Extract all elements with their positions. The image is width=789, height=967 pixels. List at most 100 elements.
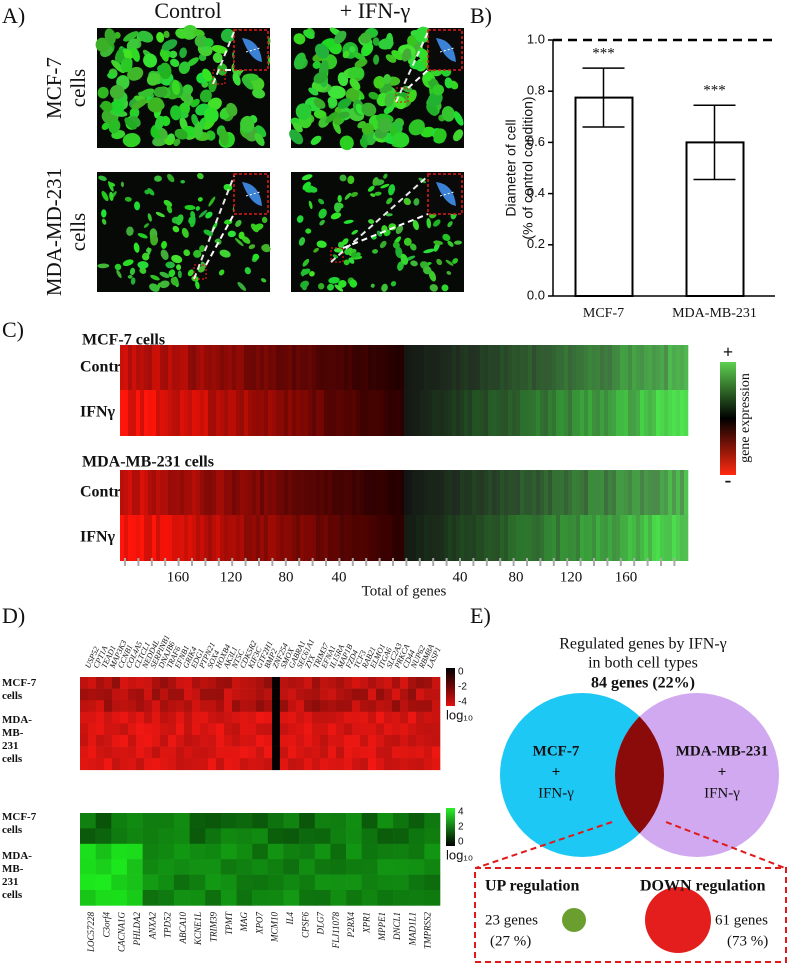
cell bbox=[126, 38, 139, 51]
heatmap-stripe bbox=[556, 470, 561, 516]
heatmap-stripe bbox=[320, 390, 325, 436]
heatmap-stripe bbox=[560, 390, 565, 436]
cell bbox=[445, 259, 454, 266]
cell bbox=[225, 102, 238, 117]
heatmap-stripe bbox=[160, 345, 165, 391]
heatmap-stripe bbox=[488, 470, 493, 516]
heatmap-stripe bbox=[356, 470, 361, 516]
heatmap-stripe bbox=[196, 515, 201, 561]
heatmap-cell bbox=[368, 735, 377, 747]
cell bbox=[159, 280, 170, 289]
heatmap-stripe bbox=[424, 390, 429, 436]
heatmap-stripe bbox=[124, 470, 129, 516]
heatmap-stripe bbox=[460, 515, 465, 561]
heatmap-cell bbox=[184, 677, 193, 689]
heatmap-cell bbox=[416, 723, 425, 736]
heatmap-cell bbox=[296, 723, 305, 736]
heatmap-cell bbox=[328, 735, 337, 747]
cell bbox=[101, 190, 109, 202]
heatmap-stripe bbox=[360, 470, 365, 516]
heatmap-cell bbox=[392, 677, 401, 689]
heatmap-stripe bbox=[308, 515, 313, 561]
cell bbox=[129, 267, 136, 276]
heatmap-stripe bbox=[480, 515, 485, 561]
heatmap-cell bbox=[336, 723, 345, 736]
heatmap-stripe bbox=[664, 390, 669, 436]
cell bbox=[316, 240, 327, 248]
heatmap-stripe bbox=[324, 470, 329, 516]
heatmap-stripe bbox=[380, 515, 385, 561]
heatmap-stripe bbox=[224, 345, 229, 391]
heatmap-cell bbox=[104, 688, 113, 701]
heatmap-stripe bbox=[224, 390, 229, 436]
down-title: DOWN regulation bbox=[640, 878, 766, 895]
heatmap-cell bbox=[120, 677, 129, 689]
cell bbox=[447, 221, 453, 228]
heatmap-stripe bbox=[672, 390, 677, 436]
set-label: MDA-MB-231 bbox=[676, 743, 768, 759]
heatmap-stripe bbox=[432, 345, 437, 391]
heatmap-stripe bbox=[620, 345, 625, 391]
heatmap-stripe bbox=[556, 345, 561, 391]
heatmap-stripe bbox=[284, 515, 289, 561]
heatmap-stripe bbox=[376, 470, 381, 516]
heatmap-cell bbox=[220, 843, 237, 860]
cell bbox=[131, 47, 140, 62]
heatmap-stripe bbox=[460, 470, 465, 516]
heatmap-cell bbox=[296, 758, 305, 771]
heatmap-stripe bbox=[128, 470, 133, 516]
heatmap-cell bbox=[192, 746, 201, 759]
heatmap-cell bbox=[360, 723, 369, 736]
heatmap-stripe bbox=[196, 470, 201, 516]
heatmap-cell bbox=[192, 677, 201, 689]
heatmap-stripe bbox=[592, 345, 597, 391]
heatmap-stripe bbox=[648, 470, 653, 516]
heatmap-stripe bbox=[180, 470, 185, 516]
heatmap-cell bbox=[320, 711, 329, 724]
heatmap-stripe bbox=[208, 390, 213, 436]
heatmap-stripe bbox=[620, 390, 625, 436]
heatmap-cell bbox=[144, 700, 153, 713]
heatmap-stripe bbox=[144, 470, 149, 516]
heatmap-cell bbox=[408, 677, 417, 689]
heatmap-stripe bbox=[644, 515, 649, 561]
heatmap-stripe bbox=[460, 390, 465, 436]
heatmap-stripe bbox=[440, 345, 445, 391]
heatmap-stripe bbox=[656, 345, 661, 391]
heatmap-cell bbox=[280, 746, 289, 759]
heatmap-cell bbox=[408, 711, 417, 724]
heatmap-cell bbox=[80, 688, 89, 701]
y-tick-label: 1.0 bbox=[527, 31, 545, 46]
heatmap-cell bbox=[360, 688, 369, 701]
heatmap-stripe bbox=[208, 345, 213, 391]
cell bbox=[391, 132, 410, 148]
heatmap-stripe bbox=[504, 345, 509, 391]
heatmap-cell bbox=[252, 843, 269, 860]
heatmap-cell bbox=[120, 746, 129, 759]
heatmap-stripe bbox=[236, 470, 241, 516]
inset-diameter bbox=[245, 47, 261, 53]
heatmap-cell bbox=[432, 746, 441, 759]
heatmap-stripe bbox=[192, 470, 197, 516]
heatmap-stripe bbox=[220, 390, 225, 436]
heatmap-cell bbox=[158, 813, 175, 829]
heatmap-stripe bbox=[672, 470, 677, 516]
heatmap-cell bbox=[368, 700, 377, 713]
heatmap-stripe bbox=[336, 390, 341, 436]
heatmap-stripe bbox=[380, 345, 385, 391]
heatmap-stripe bbox=[156, 390, 161, 436]
cell bbox=[400, 253, 409, 265]
heatmap-stripe bbox=[540, 390, 545, 436]
cell bbox=[179, 47, 187, 59]
significance: *** bbox=[703, 83, 726, 99]
heatmap-stripe bbox=[396, 390, 401, 436]
cell bbox=[370, 193, 376, 197]
heatmap-stripe bbox=[136, 390, 141, 436]
heatmap-cell bbox=[216, 758, 225, 771]
cell bbox=[447, 240, 454, 247]
gene-label: FLJ11078 bbox=[331, 912, 341, 950]
cell bbox=[261, 244, 271, 253]
cell bbox=[95, 37, 110, 53]
heatmap-cell bbox=[314, 890, 331, 906]
heatmap-stripe bbox=[496, 345, 501, 391]
